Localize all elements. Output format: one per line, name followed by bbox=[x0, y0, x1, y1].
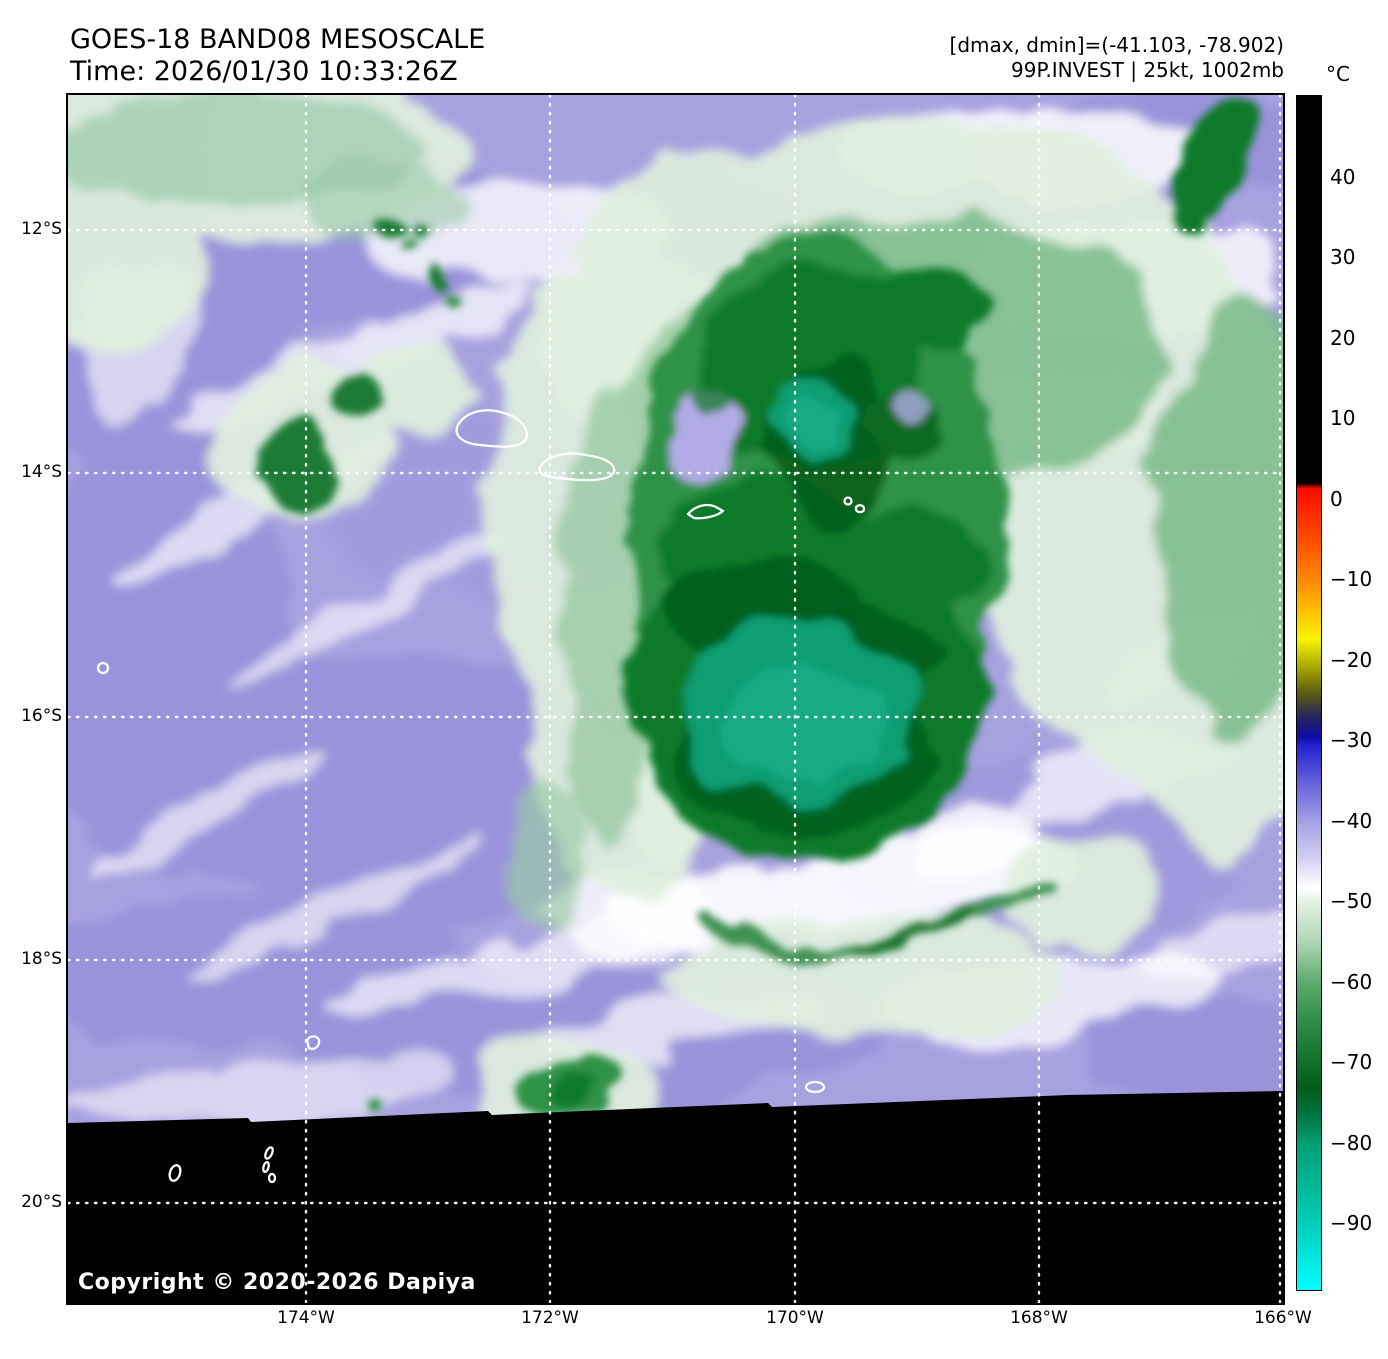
colorbar-tick-label: −20 bbox=[1330, 648, 1373, 672]
lat-tick-label: 14°S bbox=[21, 462, 62, 482]
lat-tick-label: 12°S bbox=[21, 219, 62, 239]
colorbar-tick-label: 20 bbox=[1330, 326, 1356, 350]
colorbar-tick-label: −60 bbox=[1330, 970, 1373, 994]
colorbar-tick-label: 10 bbox=[1330, 406, 1356, 430]
timestamp: Time: 2026/01/30 10:33:26Z bbox=[70, 56, 458, 87]
dminmax-readout: [dmax, dmin]=(-41.103, -78.902) bbox=[949, 33, 1284, 57]
colorbar-unit-label: °C bbox=[1326, 62, 1350, 86]
lon-tick-label: 174°W bbox=[277, 1308, 335, 1328]
lon-tick-label: 172°W bbox=[521, 1308, 579, 1328]
colorbar-tick-label: 40 bbox=[1330, 165, 1356, 189]
lat-tick-label: 18°S bbox=[21, 949, 62, 969]
colorbar-gradient bbox=[1297, 96, 1321, 1290]
colorbar-tick-label: −70 bbox=[1330, 1050, 1373, 1074]
colorbar-tick-label: 0 bbox=[1330, 487, 1343, 511]
colorbar-tick-label: −50 bbox=[1330, 889, 1373, 913]
lat-tick-label: 16°S bbox=[21, 706, 62, 726]
island-contours bbox=[96, 409, 866, 1184]
colorbar-tick-label: −40 bbox=[1330, 809, 1373, 833]
lon-tick-label: 170°W bbox=[766, 1308, 824, 1328]
colorbar-tick-label: −90 bbox=[1330, 1211, 1373, 1235]
colorbar-tick-label: 30 bbox=[1330, 245, 1356, 269]
satellite-map: Copyright © 2020-2026 Dapiya bbox=[66, 93, 1285, 1305]
grid-lines bbox=[68, 95, 1283, 1303]
colorbar-tick-label: −30 bbox=[1330, 728, 1373, 752]
page-title: GOES-18 BAND08 MESOSCALE bbox=[70, 24, 486, 55]
lat-tick-label: 20°S bbox=[21, 1192, 62, 1212]
colorbar bbox=[1296, 95, 1322, 1291]
colorbar-tick-label: −10 bbox=[1330, 567, 1373, 591]
copyright-text: Copyright © 2020-2026 Dapiya bbox=[78, 1270, 476, 1295]
satellite-image bbox=[68, 95, 1283, 1303]
lon-tick-label: 166°W bbox=[1254, 1308, 1312, 1328]
no-data-region bbox=[68, 1091, 1283, 1303]
colorbar-tick-label: −80 bbox=[1330, 1131, 1373, 1155]
storm-info-readout: 99P.INVEST | 25kt, 1002mb bbox=[1011, 58, 1284, 82]
lon-tick-label: 168°W bbox=[1010, 1308, 1068, 1328]
storm-system bbox=[256, 98, 1257, 1120]
